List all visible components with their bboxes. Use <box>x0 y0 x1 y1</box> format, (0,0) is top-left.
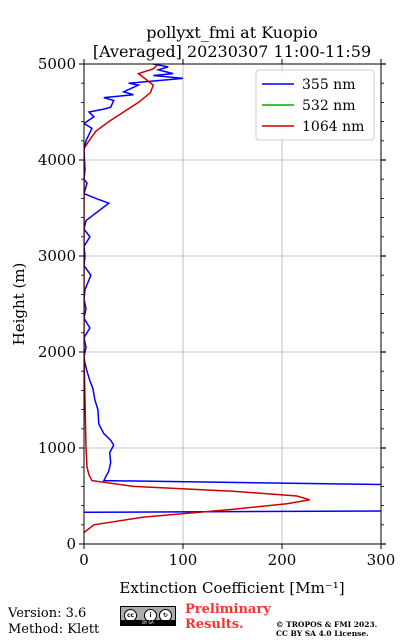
license-strip-text: BY SA <box>121 620 175 625</box>
legend-label: 1064 nm <box>302 119 364 135</box>
y-tick-label: 3000 <box>38 247 76 265</box>
version-label: Version: 3.6 <box>8 606 87 621</box>
axis-ticks <box>79 59 386 549</box>
legend: 355 nm 532 nm 1064 nm <box>255 69 375 141</box>
cc-license-badge: cc i ↻ BY SA <box>120 606 176 626</box>
x-axis-label: Extinction Coefficient [Mm⁻¹] <box>119 579 344 597</box>
legend-label: 355 nm <box>302 77 355 93</box>
chart-title-line-1: pollyxt_fmi at Kuopio <box>146 23 317 42</box>
y-tick-label: 1000 <box>38 439 76 457</box>
chart-title-line-2: [Averaged] 20230307 11:00-11:59 <box>93 42 371 61</box>
series-line-1064-nm <box>84 64 310 534</box>
copyright-line-2: CC BY SA 4.0 License. <box>276 629 369 638</box>
preliminary-line-2: Results. <box>185 617 244 632</box>
legend-box <box>255 69 375 141</box>
legend-label: 532 nm <box>302 98 355 114</box>
y-tick-label: 2000 <box>38 343 76 361</box>
x-tick-label: 0 <box>79 551 89 569</box>
preliminary-line-1: Preliminary <box>185 602 271 617</box>
y-tick-label: 5000 <box>38 55 76 73</box>
y-tick-label: 0 <box>66 535 76 553</box>
method-label: Method: Klett <box>8 622 100 637</box>
y-tick-label: 4000 <box>38 151 76 169</box>
x-tick-label: 100 <box>169 551 198 569</box>
plot-frame <box>83 63 382 545</box>
version-info: Version: 3.6 Method: Klett <box>8 606 99 638</box>
y-axis-label: Height (m) <box>10 263 28 346</box>
x-tick-label: 300 <box>367 551 396 569</box>
x-tick-label: 200 <box>268 551 297 569</box>
copyright-notice: © TROPOS & FMI 2023. CC BY SA 4.0 Licens… <box>276 620 377 638</box>
copyright-line-1: © TROPOS & FMI 2023. <box>276 620 378 629</box>
preliminary-notice: Preliminary Results. <box>185 602 271 632</box>
